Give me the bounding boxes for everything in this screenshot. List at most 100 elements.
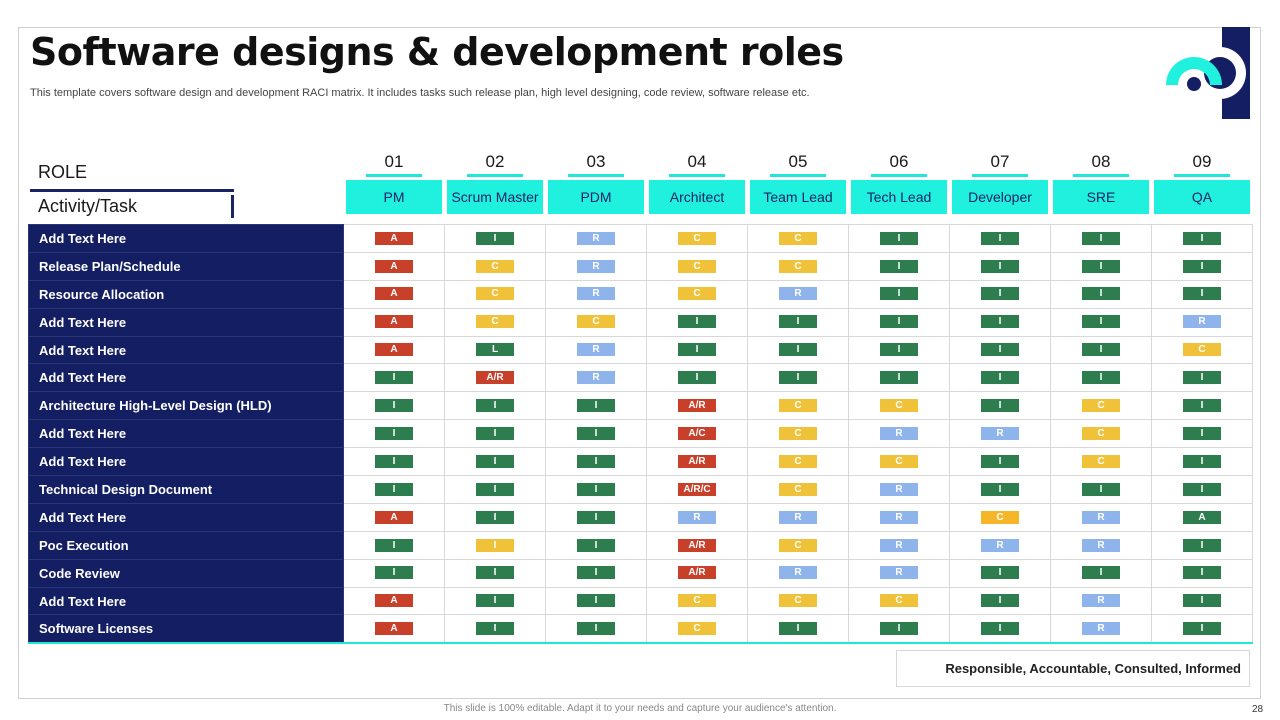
raci-badge: I — [1183, 259, 1221, 273]
raci-badge: I — [678, 343, 716, 357]
raci-badge: I — [1082, 482, 1120, 496]
raci-badge: C — [577, 315, 615, 329]
raci-cell: A/R — [646, 391, 748, 421]
raci-badge: I — [375, 454, 413, 468]
raci-badge: I — [1082, 259, 1120, 273]
raci-cell: R — [848, 558, 950, 588]
raci-cell: I — [1151, 224, 1253, 253]
raci-badge: R — [1082, 622, 1120, 636]
raci-cell: I — [949, 224, 1051, 253]
column-number: 04 — [687, 152, 707, 171]
raci-cell: I — [1151, 279, 1253, 309]
raci-badge: I — [375, 426, 413, 440]
column-number-underline — [467, 174, 523, 177]
raci-badge: R — [880, 510, 918, 524]
raci-badge: C — [678, 622, 716, 636]
raci-cell: A — [343, 335, 445, 365]
column-header-role: SRE — [1053, 180, 1149, 214]
raci-cell: R — [646, 502, 748, 532]
raci-badge: R — [1082, 510, 1120, 524]
raci-cell: R — [1050, 586, 1152, 616]
raci-cell: I — [343, 419, 445, 449]
raci-badge: A — [375, 287, 413, 301]
raci-legend: Responsible, Accountable, Consulted, Inf… — [896, 650, 1250, 687]
raci-cell: I — [444, 614, 546, 645]
raci-badge: I — [678, 371, 716, 385]
raci-badge: I — [880, 622, 918, 636]
raci-badge: I — [1183, 399, 1221, 413]
column-number-underline — [972, 174, 1028, 177]
raci-cell: C — [646, 279, 748, 309]
raci-badge: C — [476, 287, 514, 301]
raci-cell: I — [343, 447, 445, 477]
raci-cell: R — [848, 502, 950, 532]
raci-cell: I — [1151, 558, 1253, 588]
raci-badge: R — [1082, 594, 1120, 608]
raci-cell: C — [444, 251, 546, 281]
raci-cell: I — [949, 307, 1051, 337]
task-name: Architecture High-Level Design (HLD) — [28, 391, 344, 421]
activity-task-label: Activity/Task — [38, 196, 138, 216]
raci-badge: R — [779, 566, 817, 580]
raci-cell: I — [848, 335, 950, 365]
raci-badge: I — [1082, 371, 1120, 385]
task-name: Add Text Here — [28, 335, 344, 365]
table-row: Code Review I I I A/R R R I I I — [28, 558, 1253, 588]
raci-cell: I — [545, 558, 647, 588]
raci-cell: I — [444, 475, 546, 504]
raci-cell: I — [848, 363, 950, 393]
raci-badge: C — [779, 259, 817, 273]
table-row: Poc Execution I I I A/R C R R R I — [28, 530, 1253, 560]
column-number-underline — [1073, 174, 1129, 177]
raci-badge: I — [476, 594, 514, 608]
raci-cell: I — [949, 558, 1051, 588]
raci-cell: A — [343, 279, 445, 309]
raci-badge: C — [1183, 343, 1221, 357]
raci-badge: I — [981, 594, 1019, 608]
raci-cell: C — [848, 447, 950, 477]
raci-badge: I — [1183, 566, 1221, 580]
table-row: Add Text Here A I R C C I I I I — [28, 224, 1253, 253]
raci-badge: I — [375, 399, 413, 413]
raci-badge: I — [779, 371, 817, 385]
table-row: Add Text Here I A/R R I I I I I I — [28, 363, 1253, 393]
raci-cell: R — [848, 419, 950, 449]
raci-badge: R — [779, 510, 817, 524]
raci-badge: C — [779, 231, 817, 245]
raci-badge: C — [880, 594, 918, 608]
raci-cell: A — [343, 307, 445, 337]
task-name: Software Licenses — [28, 614, 344, 645]
raci-cell: I — [545, 586, 647, 616]
raci-cell: C — [747, 447, 849, 477]
raci-cell: C — [747, 586, 849, 616]
raci-badge: A/R — [678, 454, 716, 468]
raci-badge: I — [1183, 231, 1221, 245]
table-row: Add Text Here A C C I I I I I R — [28, 307, 1253, 337]
column-number-underline — [1174, 174, 1230, 177]
raci-badge: A/R — [678, 399, 716, 413]
raci-cell: A/C — [646, 419, 748, 449]
raci-badge: I — [577, 510, 615, 524]
raci-cell: R — [1050, 530, 1152, 560]
table-row: Technical Design Document I I I A/R/C C R I I I — [28, 475, 1253, 504]
table-row: Resource Allocation A C R C R I I I I — [28, 279, 1253, 309]
raci-badge: I — [880, 315, 918, 329]
raci-badge: I — [981, 315, 1019, 329]
raci-badge: A/C — [678, 426, 716, 440]
raci-cell: I — [1050, 475, 1152, 504]
raci-badge: I — [577, 538, 615, 552]
raci-badge: R — [1183, 315, 1221, 329]
raci-cell: I — [444, 419, 546, 449]
raci-cell: R — [545, 224, 647, 253]
raci-cell: I — [444, 502, 546, 532]
raci-cell: I — [1151, 391, 1253, 421]
raci-cell: I — [1050, 363, 1152, 393]
raci-badge: I — [1082, 315, 1120, 329]
raci-badge: A — [375, 622, 413, 636]
raci-badge: I — [1183, 594, 1221, 608]
raci-badge: C — [779, 454, 817, 468]
raci-cell: I — [949, 251, 1051, 281]
raci-badge: I — [476, 566, 514, 580]
column-header-role: PM — [346, 180, 442, 214]
table-row: Add Text Here I I I A/C C R R C I — [28, 419, 1253, 449]
